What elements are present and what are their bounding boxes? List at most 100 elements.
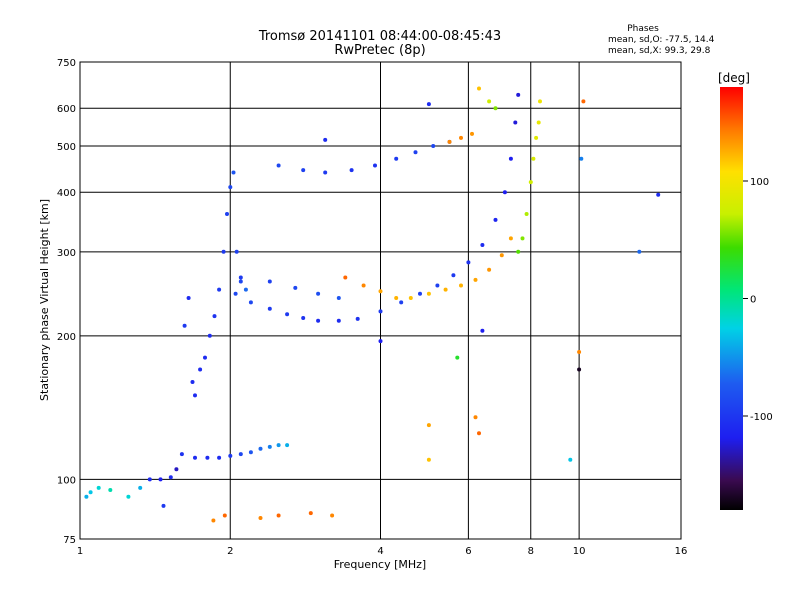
- x-tick-label: 10: [573, 546, 586, 557]
- data-point: [193, 393, 197, 398]
- data-point: [228, 185, 233, 190]
- data-point: [499, 253, 504, 258]
- colorbar: [720, 87, 743, 510]
- data-point: [524, 212, 529, 216]
- data-point: [577, 367, 582, 372]
- data-point: [513, 120, 518, 125]
- data-point: [138, 485, 143, 490]
- stats-header: Phases: [627, 24, 659, 34]
- x-tick-label: 16: [675, 546, 688, 557]
- y-tick-label: 600: [57, 104, 76, 115]
- data-point: [426, 291, 431, 296]
- data-point: [470, 131, 474, 136]
- data-point: [343, 275, 348, 280]
- data-point: [276, 513, 281, 518]
- y-tick-label: 100: [57, 475, 76, 486]
- x-axis-label: Frequency [MHz]: [334, 558, 426, 571]
- data-point: [418, 291, 422, 296]
- plot-frame: [79, 61, 682, 540]
- y-axis-label: Stationary phase Virtual Height [km]: [38, 199, 51, 401]
- data-point: [516, 92, 521, 97]
- data-point: [426, 102, 431, 107]
- data-point: [579, 156, 584, 161]
- data-point: [316, 318, 321, 323]
- data-point: [408, 296, 413, 300]
- data-point: [267, 306, 272, 311]
- data-point: [212, 314, 217, 319]
- data-point: [221, 249, 226, 254]
- chart-subtitle: RwPretec (8p): [334, 43, 425, 58]
- x-tick-label: 1: [77, 546, 83, 557]
- data-point: [186, 296, 191, 300]
- colorbar-tick-label: -100: [750, 412, 773, 423]
- data-point: [293, 285, 298, 290]
- data-point: [330, 513, 335, 518]
- data-point: [487, 99, 492, 104]
- data-point: [534, 135, 539, 140]
- data-point: [361, 283, 366, 288]
- data-point: [336, 296, 341, 300]
- data-point: [316, 291, 321, 296]
- data-point: [455, 355, 460, 360]
- data-point: [355, 316, 360, 321]
- data-point: [508, 156, 513, 161]
- data-point: [480, 328, 485, 333]
- data-point: [516, 249, 521, 254]
- data-point: [198, 367, 203, 372]
- data-point: [394, 296, 399, 300]
- data-point: [158, 477, 163, 482]
- x-tick-labels: 1 2 4 6 8 10 16: [77, 546, 688, 557]
- data-point: [323, 170, 328, 175]
- data-point: [435, 283, 440, 288]
- data-point: [190, 380, 195, 384]
- data-point: [373, 163, 377, 168]
- y-tick-label: 750: [57, 58, 76, 69]
- data-point: [308, 511, 313, 516]
- data-point: [568, 457, 573, 462]
- x-tick-label: 2: [227, 546, 233, 557]
- data-point: [238, 275, 243, 280]
- data-point: [487, 267, 492, 272]
- data-point: [179, 452, 184, 457]
- y-tick-label: 400: [57, 188, 76, 199]
- data-point: [466, 260, 471, 265]
- data-point: [378, 339, 383, 344]
- data-point: [211, 518, 216, 523]
- data-point: [267, 279, 272, 284]
- data-point: [238, 452, 243, 457]
- data-point: [443, 287, 448, 292]
- data-point: [477, 86, 481, 91]
- data-point: [508, 236, 513, 241]
- colorbar-tick-label: 0: [750, 295, 756, 306]
- data-point: [473, 415, 478, 420]
- data-point: [349, 168, 354, 173]
- data-point: [233, 291, 238, 296]
- y-tick-labels: 75 100 200 300 400 500 600 750: [57, 58, 76, 546]
- data-point: [96, 485, 101, 490]
- data-point: [323, 137, 328, 142]
- x-tick-label: 4: [377, 546, 383, 557]
- data-point: [538, 99, 542, 104]
- data-point: [248, 300, 253, 305]
- data-point: [231, 170, 236, 175]
- y-tick-label: 200: [57, 332, 76, 343]
- y-tick-label: 500: [57, 142, 76, 153]
- grid-lines: [79, 61, 682, 540]
- data-point: [147, 477, 152, 482]
- data-point: [431, 144, 436, 148]
- data-point: [161, 503, 166, 508]
- colorbar-tick-labels: 100 0 -100: [743, 177, 773, 423]
- data-point: [459, 135, 463, 140]
- data-point: [520, 236, 525, 241]
- data-point: [399, 300, 404, 305]
- data-point: [413, 150, 418, 155]
- data-point: [222, 513, 227, 518]
- y-tick-label: 75: [63, 535, 76, 546]
- data-point: [378, 309, 383, 314]
- colorbar-label: [deg]: [718, 71, 750, 85]
- data-point: [276, 443, 281, 448]
- data-point: [285, 443, 290, 448]
- data-point: [168, 475, 173, 480]
- data-point: [174, 467, 179, 472]
